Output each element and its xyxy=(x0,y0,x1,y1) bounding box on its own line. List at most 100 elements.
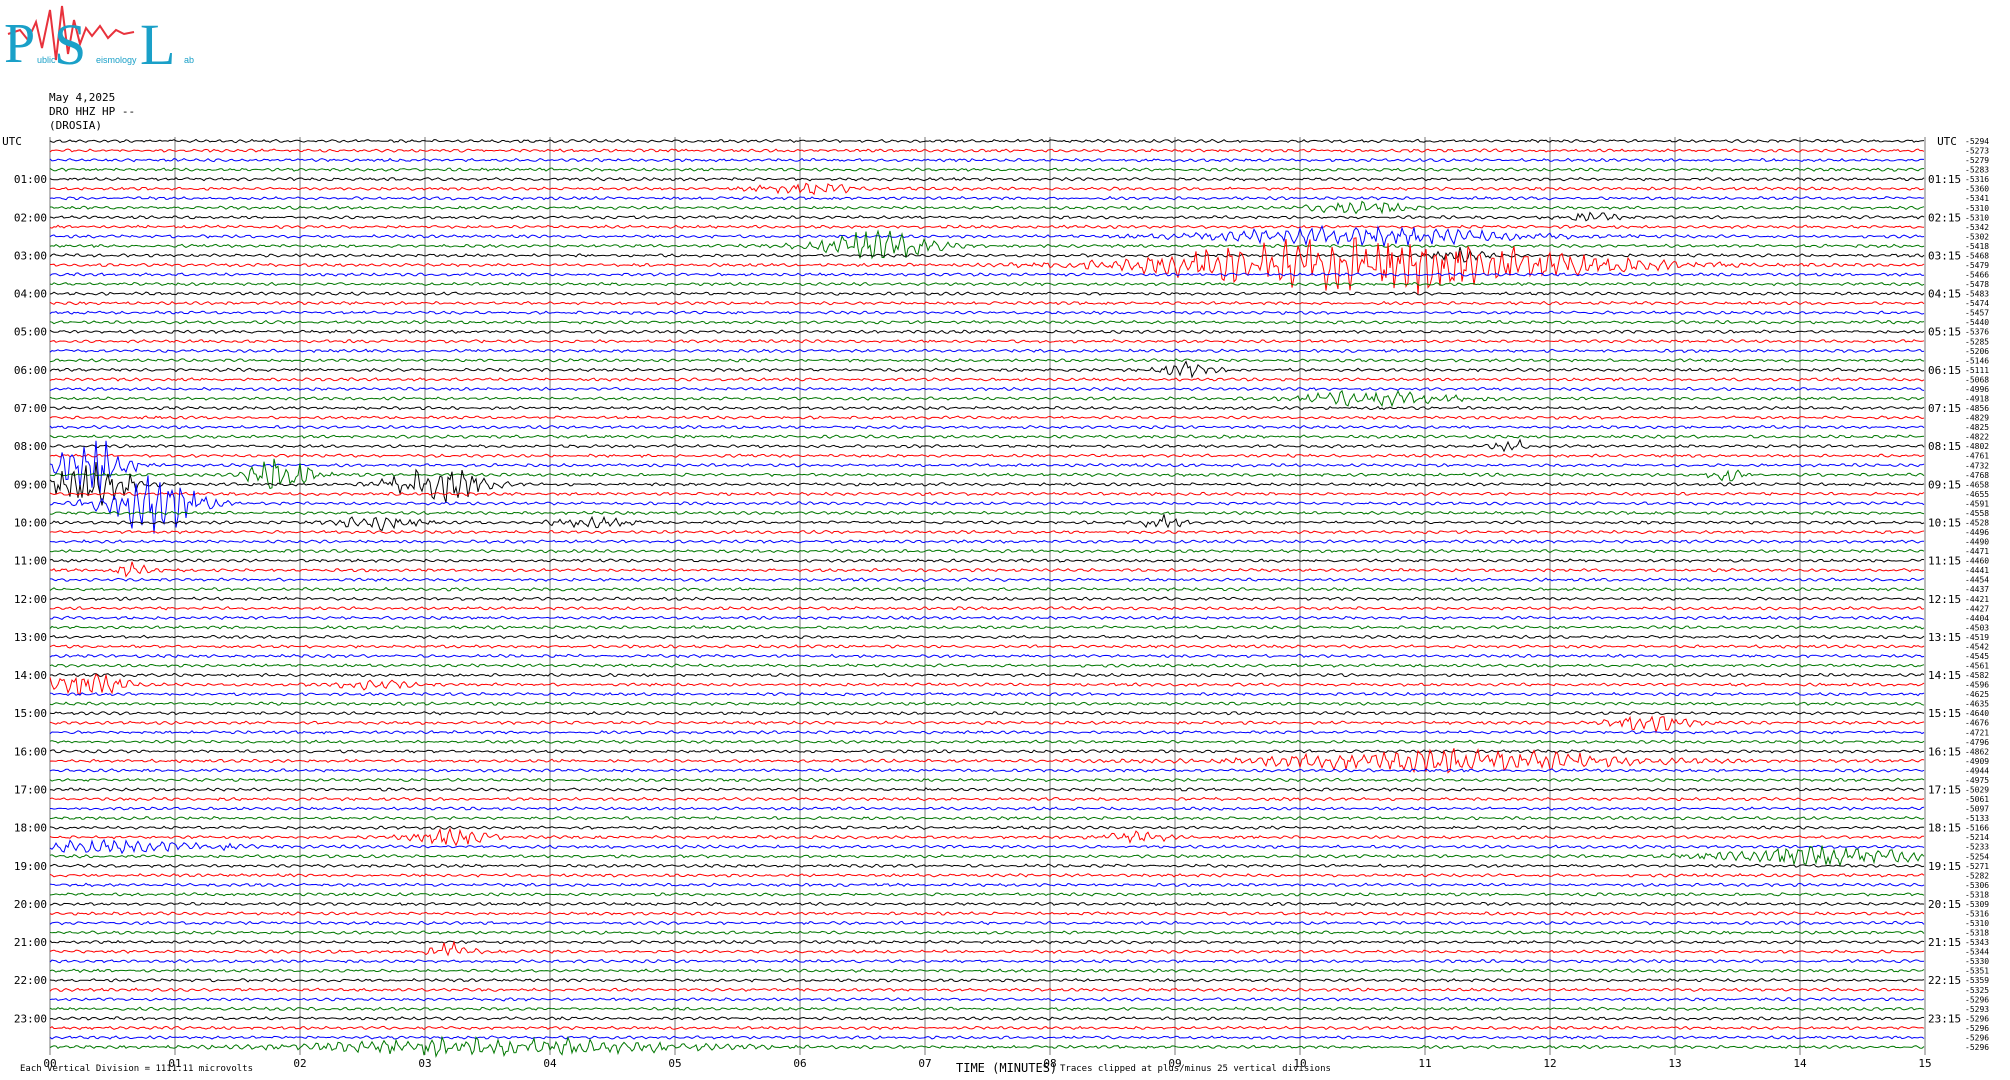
logo-letter-l: L xyxy=(140,12,175,77)
seismic-trace xyxy=(49,182,1925,196)
trace-offset-label: -4918 xyxy=(1965,394,1989,403)
seismic-trace xyxy=(49,845,1925,868)
seismic-trace xyxy=(49,701,1925,706)
trace-offset-label: -4640 xyxy=(1965,709,1989,718)
seismic-trace xyxy=(49,806,1925,811)
trace-offset-label: -4454 xyxy=(1965,576,1989,585)
trace-offset-label: -4635 xyxy=(1965,700,1989,709)
trace-offset-label: -4676 xyxy=(1965,719,1989,728)
trace-offset-label: -5296 xyxy=(1965,1024,1989,1033)
right-hour-label: 03:15 xyxy=(1928,249,1961,262)
seismic-trace xyxy=(49,453,1925,459)
seismic-trace xyxy=(49,815,1925,821)
trace-offset-label: -5296 xyxy=(1965,1014,1989,1023)
seismic-trace xyxy=(49,997,1925,1002)
right-hour-label: 08:15 xyxy=(1928,440,1961,453)
trace-offset-label: -4975 xyxy=(1965,776,1989,785)
x-axis-title: TIME (MINUTES) xyxy=(956,1061,1058,1075)
trace-offset-label: -4625 xyxy=(1965,690,1989,699)
seismic-trace xyxy=(49,310,1925,315)
seismic-trace xyxy=(49,148,1925,153)
axis-labels: -5294-5273-5279-5283-5316-5360-5341-5310… xyxy=(2,135,1989,1070)
trace-offset-label: -5282 xyxy=(1965,871,1989,880)
trace-offset-label: -5296 xyxy=(1965,995,1989,1004)
seismic-trace xyxy=(49,901,1925,907)
trace-offset-label: -5316 xyxy=(1965,909,1989,918)
seismic-trace xyxy=(49,748,1925,774)
seismic-trace xyxy=(49,229,1925,260)
trace-offset-label: -5254 xyxy=(1965,852,1989,861)
right-hour-label: 15:15 xyxy=(1928,707,1961,720)
seismic-trace xyxy=(50,577,1925,582)
seismic-trace xyxy=(49,768,1925,773)
seismic-trace xyxy=(50,615,1925,621)
seismic-trace xyxy=(49,358,1925,363)
seismic-trace xyxy=(49,711,1925,716)
x-tick-label: 11 xyxy=(1418,1057,1431,1070)
minute-gridlines xyxy=(49,137,1926,1055)
header-date: May 4,2025 xyxy=(49,91,116,104)
trace-offset-label: -4768 xyxy=(1965,471,1989,480)
right-hour-label: 18:15 xyxy=(1928,822,1961,835)
trace-offset-label: -5302 xyxy=(1965,232,1989,241)
seismic-trace xyxy=(49,167,1924,172)
trace-offset-label: -4721 xyxy=(1965,728,1989,737)
trace-offset-label: -4427 xyxy=(1965,604,1989,613)
header-location: (DROSIA) xyxy=(49,119,102,132)
right-hour-label: 01:15 xyxy=(1928,173,1961,186)
seismic-trace xyxy=(49,596,1925,602)
trace-offset-label: -4944 xyxy=(1965,766,1989,775)
left-hour-label: 01:00 xyxy=(14,173,47,186)
trace-offset-label: -5316 xyxy=(1965,175,1989,184)
trace-offset-label: -5325 xyxy=(1965,986,1989,995)
right-hour-label: 19:15 xyxy=(1928,860,1961,873)
seismic-trace xyxy=(49,825,1925,830)
seismic-trace xyxy=(49,958,1925,964)
trace-offset-label: -5318 xyxy=(1965,890,1989,899)
seismic-trace xyxy=(49,348,1925,354)
x-tick-label: 10 xyxy=(1293,1057,1306,1070)
trace-offset-label: -5146 xyxy=(1965,356,1989,365)
x-tick-label: 14 xyxy=(1793,1057,1807,1070)
trace-offset-label: -4404 xyxy=(1965,614,1989,623)
seismic-trace xyxy=(49,1035,1925,1040)
trace-offset-label: -4829 xyxy=(1965,414,1989,423)
seismic-trace xyxy=(49,434,1925,439)
trace-offset-label: -5166 xyxy=(1965,824,1989,833)
logo-word-seismology: eismology xyxy=(96,55,137,65)
trace-offset-label: -4825 xyxy=(1965,423,1989,432)
trace-offset-label: -4909 xyxy=(1965,757,1989,766)
x-tick-label: 07 xyxy=(918,1057,931,1070)
trace-offset-label: -5283 xyxy=(1965,166,1989,175)
seismic-trace xyxy=(49,920,1925,926)
trace-offset-label: -5279 xyxy=(1965,156,1989,165)
seismic-trace xyxy=(49,514,1925,532)
seismic-trace xyxy=(49,138,1925,144)
seismic-trace xyxy=(49,940,1925,957)
seismic-trace xyxy=(49,644,1925,649)
seismic-trace xyxy=(49,730,1925,735)
seismic-trace xyxy=(49,777,1925,783)
trace-offset-label: -5478 xyxy=(1965,280,1989,289)
right-hour-label: 14:15 xyxy=(1928,669,1961,682)
seismic-trace xyxy=(49,739,1925,744)
right-hour-label: 07:15 xyxy=(1928,402,1961,415)
x-tick-label: 04 xyxy=(543,1057,557,1070)
trace-offset-label: -5273 xyxy=(1965,147,1989,156)
left-hour-label: 15:00 xyxy=(14,707,47,720)
seismic-trace xyxy=(49,415,1925,420)
trace-offset-label: -5360 xyxy=(1965,185,1989,194)
seismic-trace xyxy=(49,977,1925,983)
x-tick-label: 01 xyxy=(168,1057,181,1070)
trace-offset-label: -5310 xyxy=(1965,213,1989,222)
seismic-trace xyxy=(49,389,1925,408)
trace-offset-label: -5351 xyxy=(1965,967,1989,976)
seismic-trace xyxy=(49,606,1925,611)
right-hour-label: 17:15 xyxy=(1928,784,1961,797)
seismic-trace xyxy=(49,272,1925,277)
left-hour-label: 22:00 xyxy=(14,974,47,987)
trace-offset-label: -4471 xyxy=(1965,547,1989,556)
left-utc-label: UTC xyxy=(2,135,22,148)
seismic-trace xyxy=(49,787,1925,792)
